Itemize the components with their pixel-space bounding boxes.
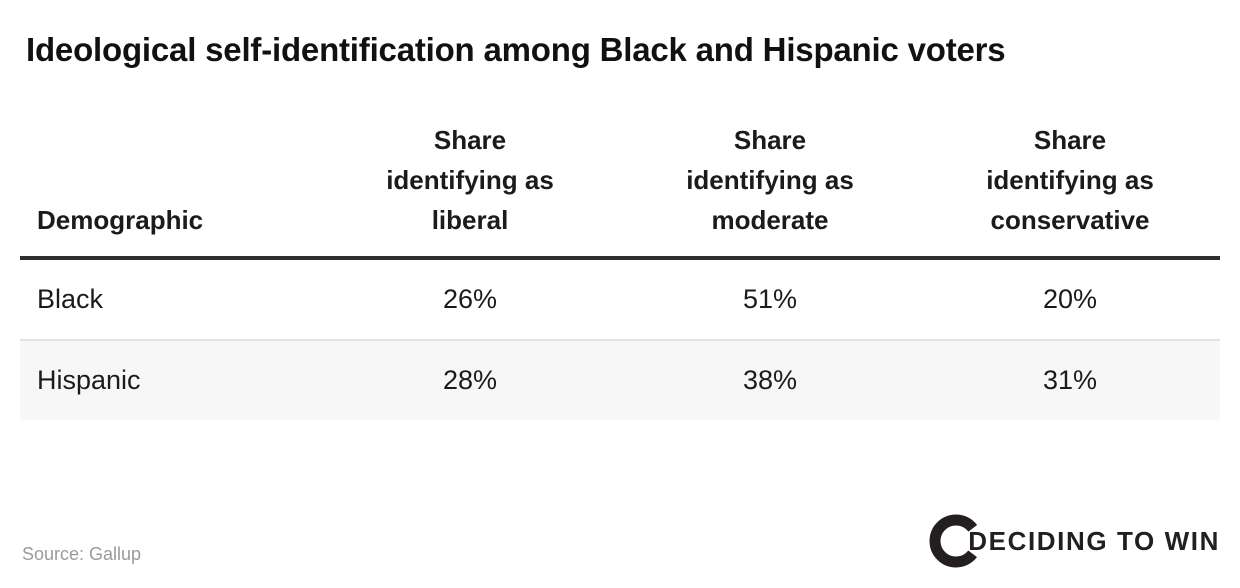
cell-liberal: 28% <box>442 365 498 396</box>
table-header-row: Demographic Share identifying as liberal… <box>20 121 1220 261</box>
column-header-moderate: Share identifying as moderate <box>620 121 920 261</box>
cell-demographic: Black <box>37 284 104 315</box>
ideology-table: Demographic Share identifying as liberal… <box>20 121 1220 421</box>
cell-conservative: 20% <box>1042 284 1098 315</box>
cell-liberal: 26% <box>442 284 498 315</box>
source-note: Source: Gallup <box>22 544 142 565</box>
cell-moderate: 38% <box>742 365 798 396</box>
table-body: Black 26% 51% 20% Hispanic 28% 38% 31% <box>20 258 1220 421</box>
logo-c-ring-icon <box>929 514 983 568</box>
table-header: Demographic Share identifying as liberal… <box>20 121 1220 261</box>
column-header-liberal: Share identifying as liberal <box>320 121 620 261</box>
page-title: Ideological self-identification among Bl… <box>26 31 1006 68</box>
table-row-black: Black 26% 51% 20% <box>20 258 1220 340</box>
table-row-hispanic: Hispanic 28% 38% 31% <box>20 340 1220 421</box>
cell-conservative: 31% <box>1042 365 1098 396</box>
logo-wordmark: DECIDING TO WIN <box>968 526 1220 556</box>
cell-demographic: Hispanic <box>37 365 141 396</box>
cell-moderate: 51% <box>742 284 798 315</box>
column-header-demographic: Demographic <box>20 121 320 261</box>
deciding-to-win-logo: DECIDING TO WIN <box>929 514 1220 568</box>
column-header-conservative: Share identifying as conservative <box>920 121 1220 261</box>
footer: Source: Gallup DECIDING TO WIN <box>20 514 1220 588</box>
